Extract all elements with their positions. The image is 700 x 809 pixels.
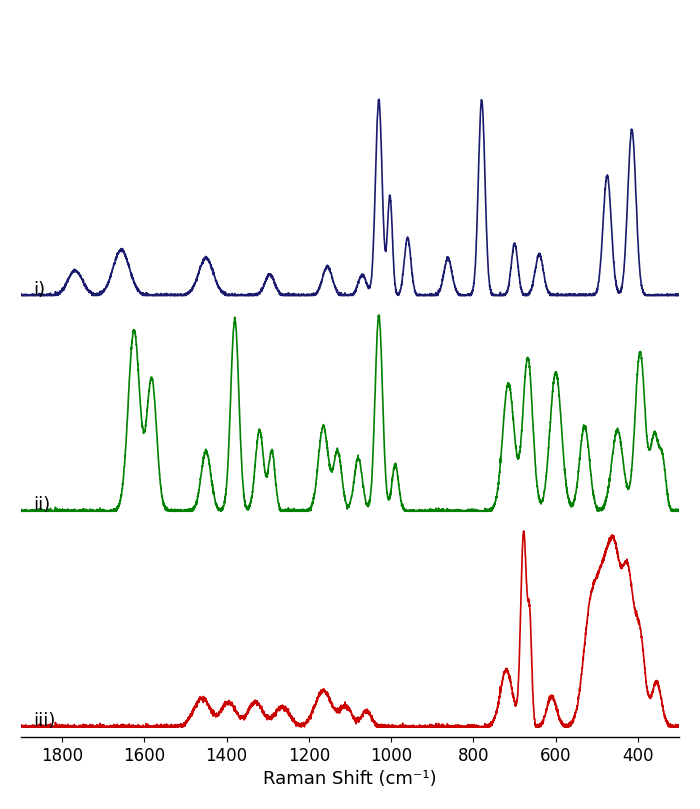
Text: ii): ii) [33, 497, 50, 515]
Text: iii): iii) [33, 712, 55, 731]
X-axis label: Raman Shift (cm⁻¹): Raman Shift (cm⁻¹) [263, 770, 437, 788]
Text: i): i) [33, 281, 46, 299]
